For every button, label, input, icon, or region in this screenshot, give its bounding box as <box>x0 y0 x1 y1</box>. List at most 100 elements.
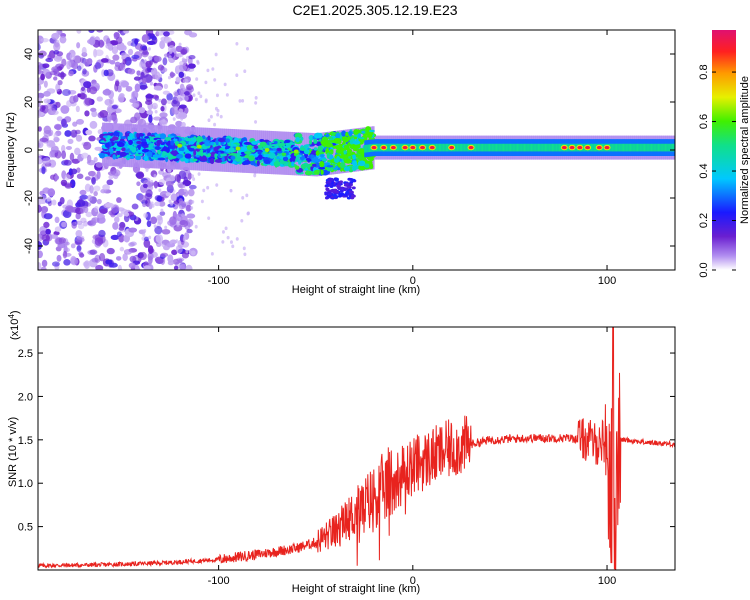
spectrogram-band-core <box>591 143 594 152</box>
spectrogram-band-mark <box>346 152 352 157</box>
spectrogram-band-core <box>639 143 642 152</box>
spectrogram-noise-mark <box>160 252 169 258</box>
spectrogram-noise-mark <box>174 106 178 111</box>
spectrogram-band-mark <box>157 149 162 155</box>
spectrogram-band-core <box>558 143 561 152</box>
spectrogram-noise-mark <box>148 114 153 123</box>
spectrogram-noise-mark <box>122 58 127 65</box>
spectrogram-noise-mark <box>194 224 198 229</box>
spectrogram-noise-mark <box>182 93 186 98</box>
spectrogram-noise-mark <box>150 201 154 206</box>
spectrogram-band-core <box>620 143 623 152</box>
spectrogram-noise-mark <box>192 177 196 181</box>
spectrogram-noise-mark <box>38 241 43 250</box>
spectrogram-noise-mark <box>60 105 70 114</box>
spectrogram-noise-mark <box>74 220 83 225</box>
spectrogram-band-core <box>671 143 674 152</box>
spectrogram-noise-mark <box>129 241 137 246</box>
spectrogram-noise-mark <box>82 261 90 267</box>
spectrogram-noise-mark <box>214 52 218 57</box>
spectrogram-noise-mark <box>38 140 44 149</box>
spectrogram-band-mark <box>365 160 369 165</box>
spectrogram-noise-mark <box>79 189 87 196</box>
spectrogram-noise-mark <box>142 183 148 189</box>
spectrogram-noise-mark <box>38 204 42 213</box>
spectrogram-noise-mark <box>74 147 81 156</box>
spectrogram-band-mark <box>347 185 352 189</box>
spectrogram-noise-mark <box>48 142 56 148</box>
spectrogram-noise-mark <box>70 243 76 249</box>
spectrogram-noise-mark <box>103 69 109 77</box>
spectrogram-noise-mark <box>79 253 85 258</box>
spectrogram-noise-mark <box>108 210 116 216</box>
spectrogram-noise-mark <box>185 84 194 91</box>
spectrogram-band-mark <box>303 149 310 155</box>
spectrogram-band-core <box>618 143 621 152</box>
spectrogram-band-core <box>484 143 487 152</box>
x-tick-label: 0 <box>410 275 416 287</box>
spectrogram-band-mark <box>135 155 142 161</box>
spectrogram-noise-mark <box>188 55 196 60</box>
spectrogram-noise-mark <box>185 264 193 270</box>
spectrogram-y-ticks: -40 -20 0 20 40 <box>23 48 675 254</box>
spectrogram-hotspot <box>467 144 475 151</box>
spectrogram-band-core <box>487 143 490 152</box>
spectrogram-band-mark <box>340 151 344 156</box>
spectrogram-band-core <box>497 143 500 152</box>
spectrogram-band-core <box>668 143 671 152</box>
spectrogram-band-mark <box>129 132 134 138</box>
spectrogram-noise-mark <box>180 48 188 56</box>
spectrogram-band-core <box>652 143 655 152</box>
spectrogram-noise-mark <box>94 237 104 246</box>
spectrogram-band-mark <box>326 152 330 159</box>
spectrogram-band-mark <box>338 193 343 197</box>
spectrogram-band-core <box>456 143 459 152</box>
spectrogram-band-core <box>631 143 634 152</box>
spectrogram-band-mark <box>206 148 211 154</box>
spectrogram-band-mark <box>209 141 215 146</box>
spectrogram-noise-mark <box>133 76 142 81</box>
spectrogram-noise-mark <box>159 211 166 216</box>
spectrogram-band-mark <box>121 147 126 152</box>
spectrogram-band-mark <box>253 145 259 150</box>
spectrogram-noise-mark <box>156 195 163 202</box>
spectrogram-noise-mark <box>53 132 58 140</box>
spectrogram-noise-mark <box>109 59 116 65</box>
spectrogram-noise-mark <box>83 141 92 150</box>
spectrogram-noise-mark <box>123 30 130 34</box>
spectrogram-band-core <box>498 143 501 152</box>
spectrogram-band-mark <box>343 145 348 149</box>
spectrogram-band-mark <box>99 152 106 159</box>
spectrogram-band-core <box>548 143 551 152</box>
spectrogram-band-mark <box>309 139 313 145</box>
spectrogram-band-mark <box>262 151 268 155</box>
spectrogram-hotspot <box>235 146 241 151</box>
spectrogram-band-core <box>662 143 665 152</box>
spectrogram-band-mark <box>184 153 192 159</box>
spectrogram-band-mark <box>369 162 374 169</box>
spectrogram-band-mark <box>339 186 344 190</box>
spectrogram-hotspot <box>560 144 568 151</box>
spectrogram-band-mark <box>240 156 246 163</box>
spectrogram-noise-mark <box>207 216 211 220</box>
spectrogram-noise-mark <box>38 126 42 132</box>
spectrogram-band-core <box>415 143 418 152</box>
spectrogram-band-core <box>364 144 367 153</box>
spectrogram-band-mark <box>318 166 326 170</box>
spectrogram-band-core <box>491 143 494 152</box>
spectrogram-band-mark <box>332 163 336 168</box>
spectrogram-band-mark <box>339 180 344 184</box>
spectrogram-band-core <box>546 143 549 152</box>
spectrogram-band-mark <box>362 134 367 141</box>
spectrogram-noise-mark <box>93 185 101 192</box>
spectrogram-noise-mark <box>46 88 56 94</box>
spectrogram-x-ticks: -100 0 100 <box>208 30 616 287</box>
spectrogram-band-core <box>473 143 476 152</box>
spectrogram-noise-mark <box>62 250 68 259</box>
spectrogram-band-core <box>667 143 670 152</box>
spectrogram-noise-mark <box>55 237 64 245</box>
spectrogram-noise-mark <box>159 119 168 127</box>
spectrogram-band-mark <box>353 136 358 140</box>
spectrogram-noise-mark <box>183 235 187 239</box>
spectrogram-noise-mark <box>39 104 46 112</box>
